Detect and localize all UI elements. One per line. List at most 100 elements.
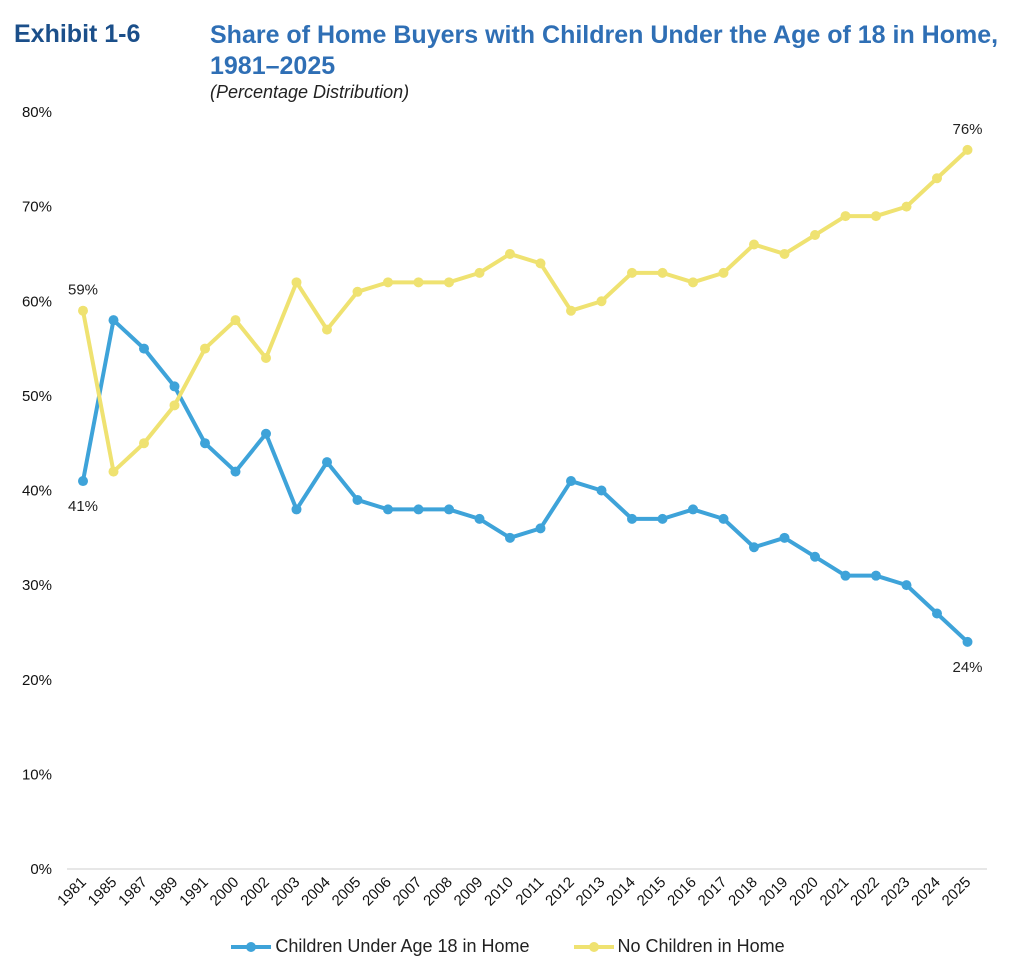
legend-item-children: Children Under Age 18 in Home [231, 936, 530, 957]
x-tick-label: 2018 [725, 874, 761, 910]
y-tick-label: 10% [22, 766, 52, 783]
x-tick-label: 2000 [207, 874, 243, 910]
legend: Children Under Age 18 in Home No Childre… [0, 936, 1016, 957]
data-point-0 [779, 532, 790, 543]
data-point-0 [230, 466, 241, 477]
x-tick-label: 2013 [573, 874, 609, 910]
data-point-1 [901, 201, 912, 212]
y-tick-label: 70% [22, 199, 52, 216]
legend-label-children: Children Under Age 18 in Home [275, 936, 530, 956]
data-label: 24% [952, 659, 982, 676]
legend-marker-no-children [588, 941, 599, 952]
data-point-1 [627, 267, 637, 278]
x-tick-label: 2010 [481, 874, 517, 910]
x-tick-label: 2024 [908, 874, 944, 910]
x-tick-label: 2023 [878, 874, 914, 910]
data-point-0 [413, 504, 424, 515]
legend-label-no-children: No Children in Home [617, 936, 785, 956]
chart-title: Share of Home Buyers with Children Under… [210, 21, 999, 80]
data-point-0 [108, 315, 119, 326]
series-line-1 [81, 147, 970, 474]
data-label: 41% [68, 498, 98, 515]
data-point-0 [78, 476, 88, 487]
legend-swatch-children [231, 941, 272, 952]
data-point-1 [718, 267, 729, 278]
data-point-0 [200, 438, 210, 449]
data-point-1 [596, 296, 607, 307]
exhibit-label: Exhibit 1-6 [14, 20, 141, 48]
x-tick-label: 1987 [115, 874, 151, 910]
data-point-1 [383, 277, 393, 288]
x-tick-label: 2006 [359, 874, 395, 910]
data-point-0 [474, 513, 485, 524]
data-point-1 [962, 144, 973, 155]
y-tick-label: 80% [22, 104, 52, 121]
data-point-0 [383, 504, 393, 515]
data-point-1 [291, 277, 302, 288]
data-point-0 [627, 513, 637, 524]
data-point-1 [78, 305, 88, 316]
data-point-1 [779, 248, 790, 259]
data-point-1 [230, 315, 241, 326]
data-point-0 [505, 532, 515, 543]
x-tick-label: 2017 [695, 874, 731, 910]
data-point-1 [139, 438, 149, 449]
line-chart: 0%10%20%30%40%50%60%70%80%19811985198719… [22, 104, 987, 910]
x-tick-label: 2003 [268, 874, 304, 910]
data-point-0 [657, 513, 668, 524]
data-point-1 [444, 277, 454, 288]
x-tick-label: 2008 [420, 874, 456, 910]
y-tick-label: 50% [22, 388, 52, 405]
data-point-0 [322, 457, 332, 468]
data-label: 59% [68, 282, 98, 299]
data-point-0 [962, 636, 973, 647]
data-point-1 [749, 239, 759, 250]
data-point-1 [261, 353, 271, 364]
data-label: 76% [952, 121, 982, 138]
y-tick-label: 60% [22, 293, 52, 310]
data-point-0 [535, 523, 546, 534]
data-point-1 [413, 277, 424, 288]
data-point-0 [169, 381, 180, 392]
y-tick-label: 20% [22, 672, 52, 689]
data-point-0 [352, 494, 363, 505]
data-point-0 [810, 551, 820, 562]
data-point-0 [749, 542, 759, 553]
series-line-0 [81, 318, 970, 644]
x-tick-label: 2020 [786, 874, 822, 910]
x-tick-label: 1991 [176, 874, 212, 910]
x-tick-label: 1985 [85, 874, 121, 910]
x-tick-label: 2021 [817, 874, 853, 910]
data-point-1 [657, 267, 668, 278]
data-point-1 [322, 324, 332, 335]
chart-subtitle: (Percentage Distribution) [210, 82, 410, 102]
data-point-1 [566, 305, 576, 316]
data-point-0 [688, 504, 698, 515]
data-point-1 [535, 258, 546, 269]
y-tick-label: 40% [22, 483, 52, 500]
x-tick-label: 2002 [237, 874, 273, 910]
data-point-1 [352, 286, 363, 297]
legend-marker-children [246, 941, 257, 952]
x-tick-label: 2022 [847, 874, 883, 910]
data-point-0 [139, 343, 149, 354]
data-point-1 [200, 343, 210, 354]
data-point-1 [474, 267, 485, 278]
data-point-0 [291, 504, 302, 515]
data-point-0 [566, 476, 576, 487]
x-tick-label: 1981 [54, 874, 90, 910]
x-tick-label: 2012 [542, 874, 578, 910]
data-point-0 [871, 570, 881, 581]
x-tick-label: 2025 [939, 874, 975, 910]
data-point-0 [261, 428, 271, 439]
x-tick-label: 2011 [512, 874, 547, 909]
x-tick-label: 2015 [634, 874, 670, 910]
data-point-0 [840, 570, 851, 581]
data-point-1 [840, 211, 851, 222]
y-tick-label: 30% [22, 577, 52, 594]
data-point-1 [810, 230, 820, 241]
data-point-1 [932, 173, 942, 184]
y-tick-label: 0% [30, 861, 52, 878]
x-tick-label: 1989 [146, 874, 182, 910]
x-tick-label: 2004 [298, 874, 334, 910]
